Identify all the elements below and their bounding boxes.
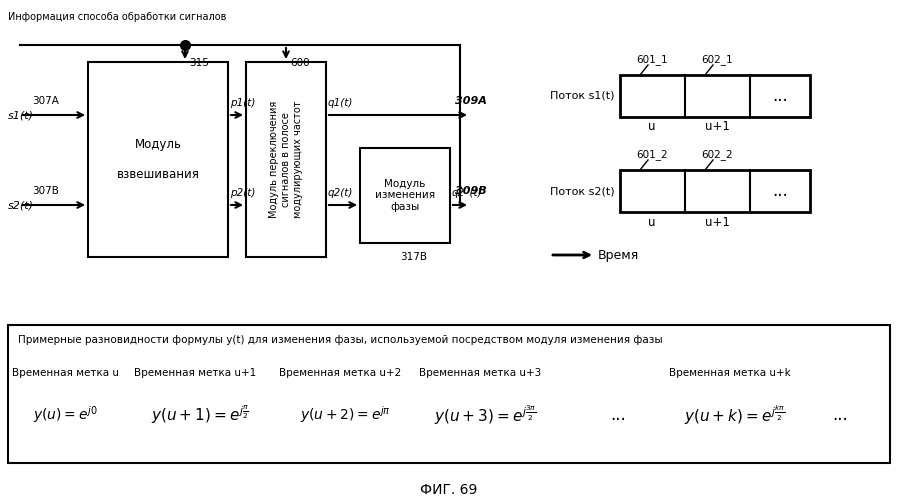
Text: 309А: 309А (455, 96, 487, 106)
Text: p1(t): p1(t) (230, 98, 255, 108)
Text: s1(t): s1(t) (8, 110, 34, 120)
Text: 317В: 317В (400, 252, 427, 262)
Text: $y(u+2)=e^{j\pi}$: $y(u+2)=e^{j\pi}$ (299, 405, 390, 425)
Text: Примерные разновидности формулы y(t) для изменения фазы, используемой посредство: Примерные разновидности формулы y(t) для… (18, 335, 663, 345)
Text: Поток s1(t): Поток s1(t) (550, 91, 615, 101)
Text: u+1: u+1 (705, 216, 729, 229)
Text: Модуль переключения
сигналов в полосе
модулирующих частот: Модуль переключения сигналов в полосе мо… (270, 101, 303, 218)
Text: $y(u)=e^{j0}$: $y(u)=e^{j0}$ (32, 405, 97, 425)
Text: 307В: 307В (32, 186, 58, 196)
Text: 600: 600 (290, 58, 309, 68)
Text: Информация способа обработки сигналов: Информация способа обработки сигналов (8, 12, 227, 22)
Text: 307А: 307А (32, 96, 58, 106)
Text: Временная метка u+3: Временная метка u+3 (419, 368, 541, 378)
Bar (8, 325, 890, 463)
Bar (360, 148, 450, 243)
Text: q2(t): q2(t) (328, 188, 353, 198)
Text: q2´(t): q2´(t) (452, 187, 483, 198)
Text: $y(u+3)=e^{j\frac{3\pi}{2}}$: $y(u+3)=e^{j\frac{3\pi}{2}}$ (433, 403, 537, 427)
Bar (620, 170, 810, 212)
Bar (620, 75, 810, 117)
Text: ФИГ. 69: ФИГ. 69 (421, 483, 477, 497)
Text: Модуль
изменения
фазы: Модуль изменения фазы (375, 179, 435, 212)
Text: u+1: u+1 (705, 120, 729, 134)
Text: q1(t): q1(t) (328, 98, 353, 108)
Text: Модуль

взвешивания: Модуль взвешивания (117, 138, 200, 181)
Text: Поток s2(t): Поток s2(t) (550, 186, 615, 196)
Text: Временная метка u+k: Временная метка u+k (669, 368, 791, 378)
Bar (246, 62, 326, 257)
Text: 602_1: 602_1 (701, 54, 733, 65)
Text: u: u (648, 120, 655, 134)
Text: Временная метка u+2: Временная метка u+2 (279, 368, 401, 378)
Text: ...: ... (772, 87, 788, 105)
Text: 601_2: 601_2 (636, 149, 668, 160)
Text: ...: ... (610, 406, 626, 424)
Text: 309В: 309В (455, 186, 486, 196)
Text: $y(u+1)=e^{j\frac{\pi}{2}}$: $y(u+1)=e^{j\frac{\pi}{2}}$ (151, 404, 249, 426)
Text: p2(t): p2(t) (230, 188, 255, 198)
Text: u: u (648, 216, 655, 229)
Text: $y(u+k)=e^{j\frac{k\pi}{2}}$: $y(u+k)=e^{j\frac{k\pi}{2}}$ (684, 403, 786, 427)
Text: 601_1: 601_1 (636, 54, 668, 65)
Text: Временная метка u+1: Временная метка u+1 (134, 368, 256, 378)
Text: Время: Время (598, 248, 639, 261)
Text: ...: ... (832, 406, 848, 424)
Text: 315: 315 (189, 58, 209, 68)
Bar (88, 62, 228, 257)
Text: ...: ... (772, 182, 788, 200)
Text: s2(t): s2(t) (8, 200, 34, 210)
Text: Временная метка u: Временная метка u (12, 368, 119, 378)
Text: 602_2: 602_2 (701, 149, 733, 160)
